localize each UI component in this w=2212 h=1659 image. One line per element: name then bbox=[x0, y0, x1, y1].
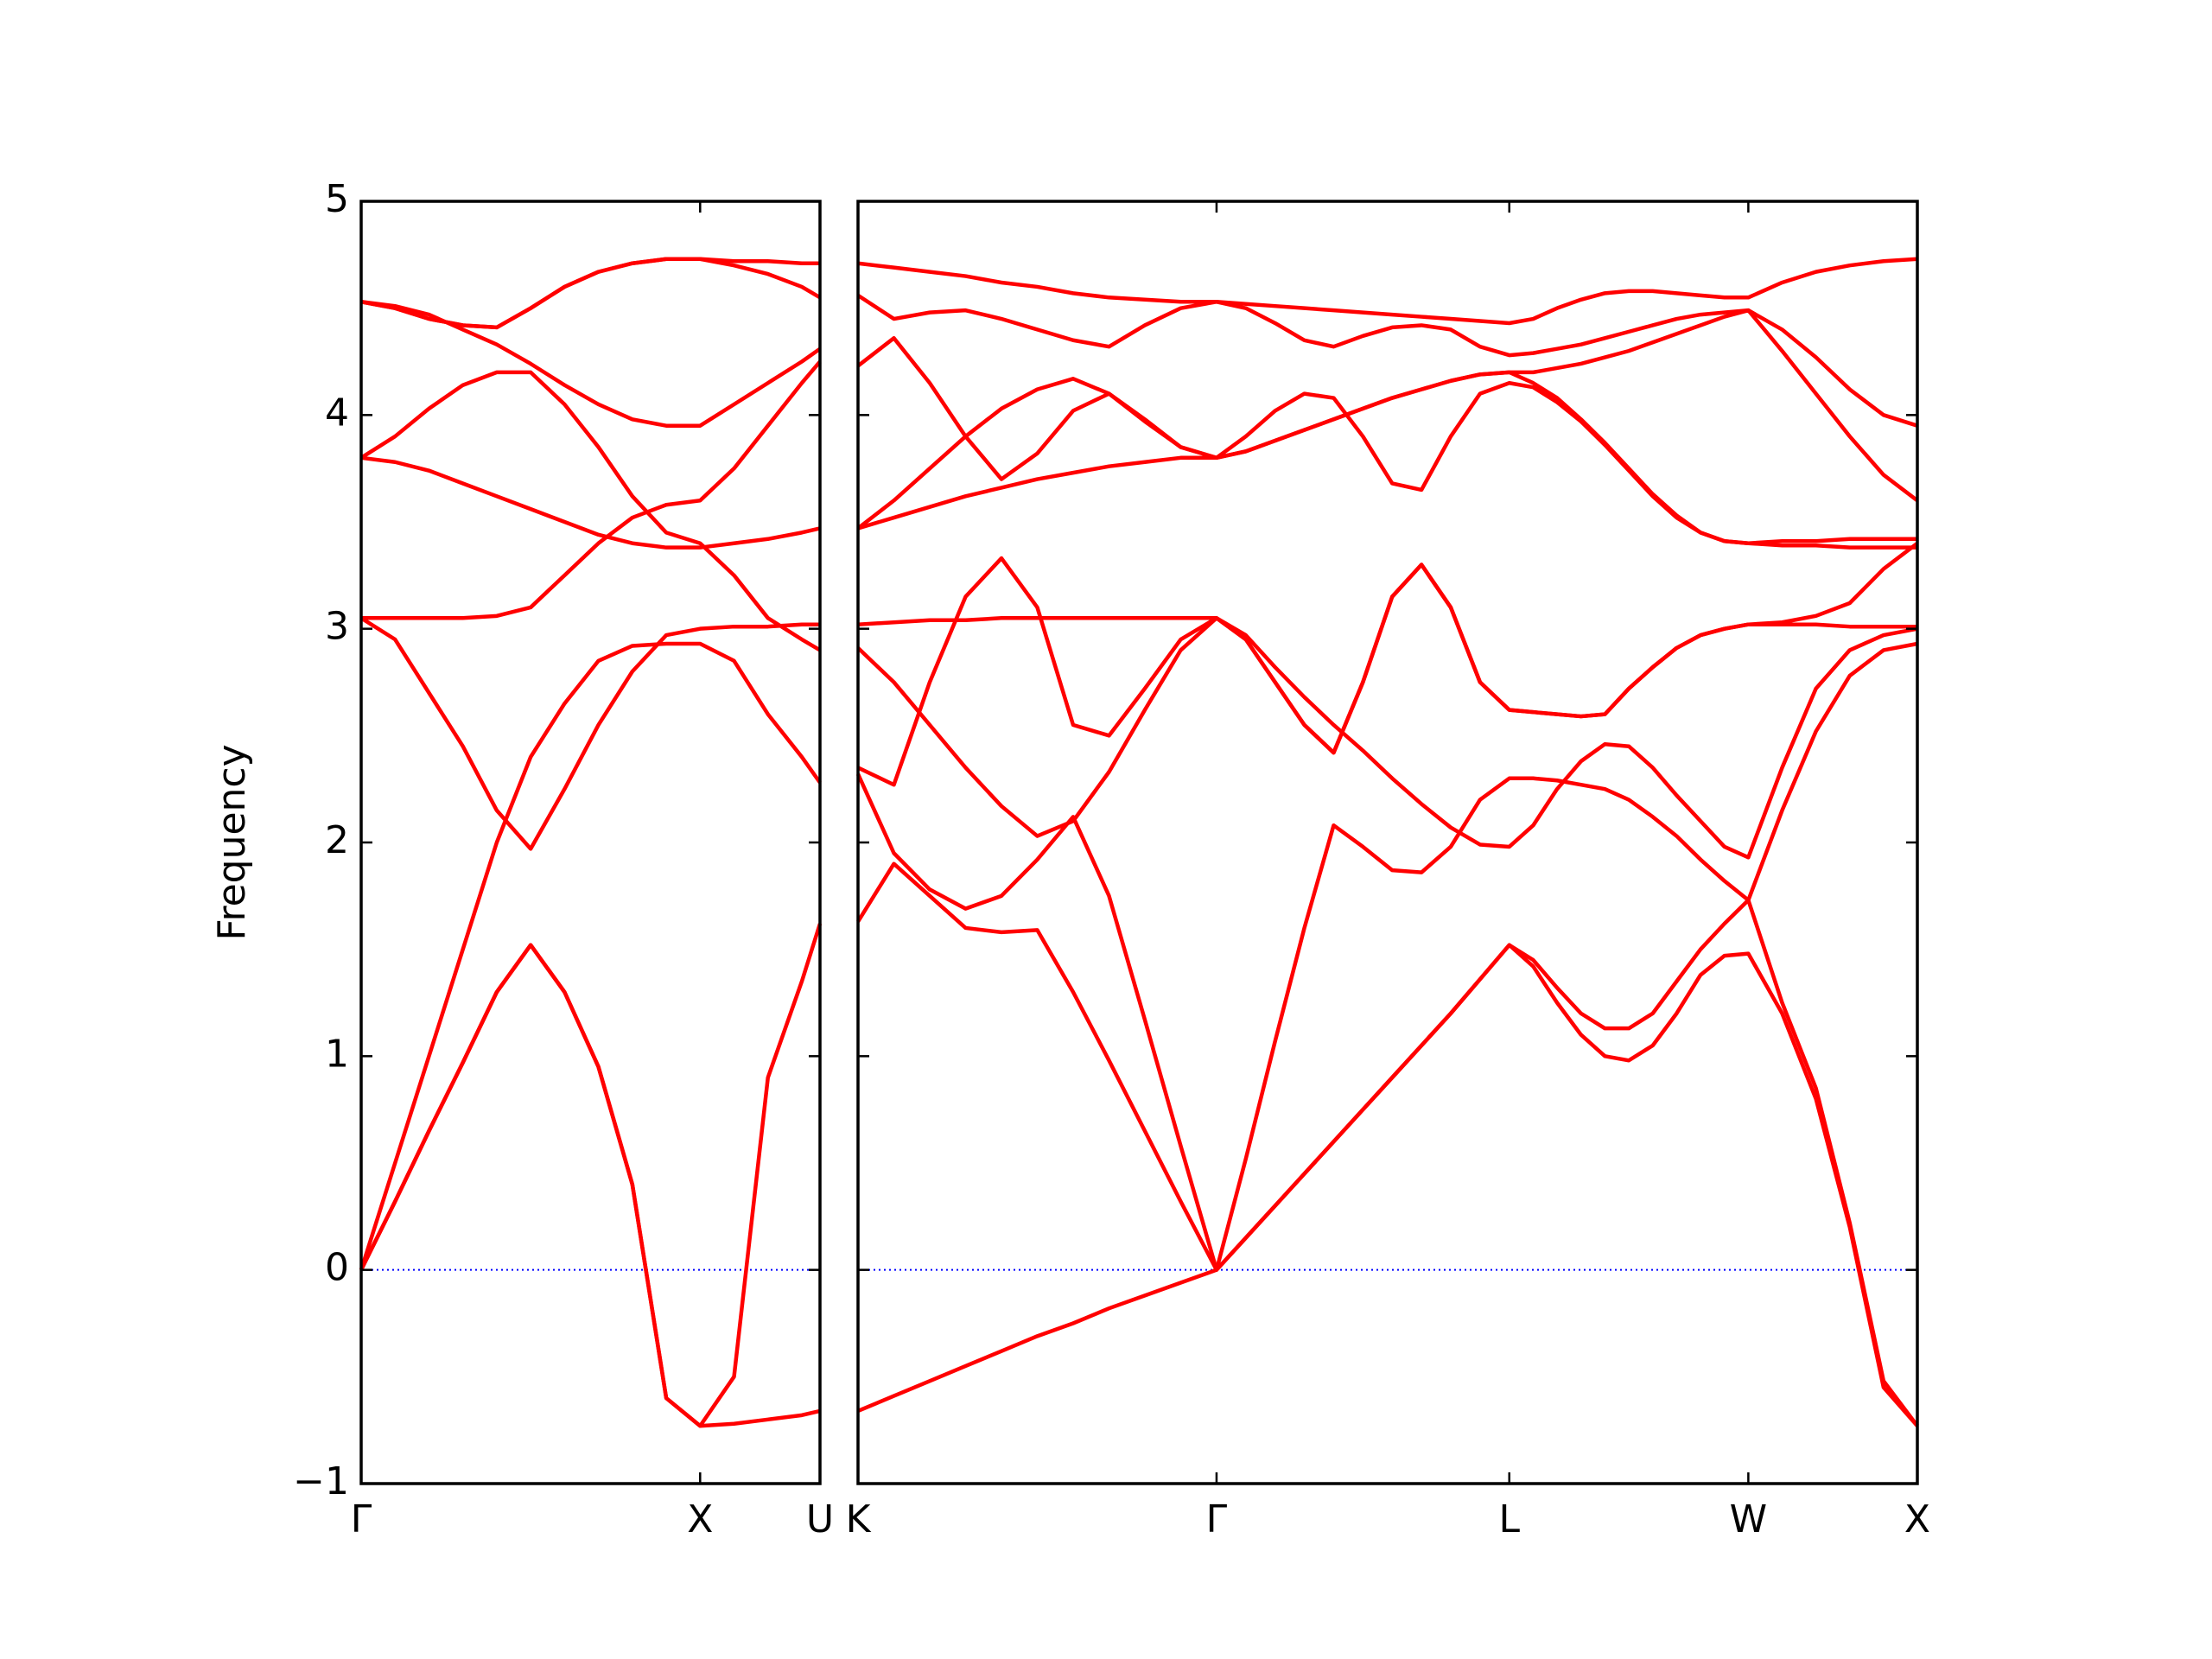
band-line bbox=[856, 641, 1918, 1272]
band-line bbox=[856, 308, 1919, 503]
band-line bbox=[359, 641, 822, 1271]
band-line bbox=[857, 541, 1919, 755]
y-tick-label: 2 bbox=[325, 818, 349, 862]
band-line bbox=[359, 923, 823, 1428]
x-tick-label: X bbox=[1904, 1497, 1930, 1541]
band-line bbox=[857, 556, 1918, 860]
band-line bbox=[360, 455, 821, 550]
x-tick-label: K bbox=[846, 1497, 872, 1541]
axes-frame bbox=[856, 200, 1919, 1485]
x-tick-label: U bbox=[806, 1497, 834, 1541]
band-line bbox=[857, 257, 1918, 326]
x-tick-label: X bbox=[687, 1497, 713, 1541]
band-line bbox=[361, 360, 822, 620]
band-line bbox=[857, 898, 1919, 1427]
y-tick-label: 0 bbox=[325, 1246, 349, 1290]
band-line bbox=[856, 293, 1918, 428]
band-line bbox=[360, 300, 822, 428]
x-tick-label: Γ bbox=[1206, 1497, 1228, 1541]
y-axis-label: Frequency bbox=[210, 744, 254, 940]
band-line bbox=[359, 616, 820, 851]
y-tick-label: −1 bbox=[293, 1459, 349, 1503]
y-tick-label: 1 bbox=[325, 1032, 349, 1076]
band-line bbox=[359, 370, 822, 652]
x-tick-label: Γ bbox=[351, 1497, 372, 1541]
y-tick-label: 4 bbox=[325, 391, 349, 435]
band-line bbox=[856, 377, 1917, 545]
band-line bbox=[359, 943, 821, 1428]
x-tick-label: W bbox=[1730, 1497, 1768, 1541]
y-tick-label: 3 bbox=[325, 605, 349, 649]
x-tick-label: L bbox=[1498, 1497, 1520, 1541]
y-tick-label: 5 bbox=[325, 177, 349, 221]
